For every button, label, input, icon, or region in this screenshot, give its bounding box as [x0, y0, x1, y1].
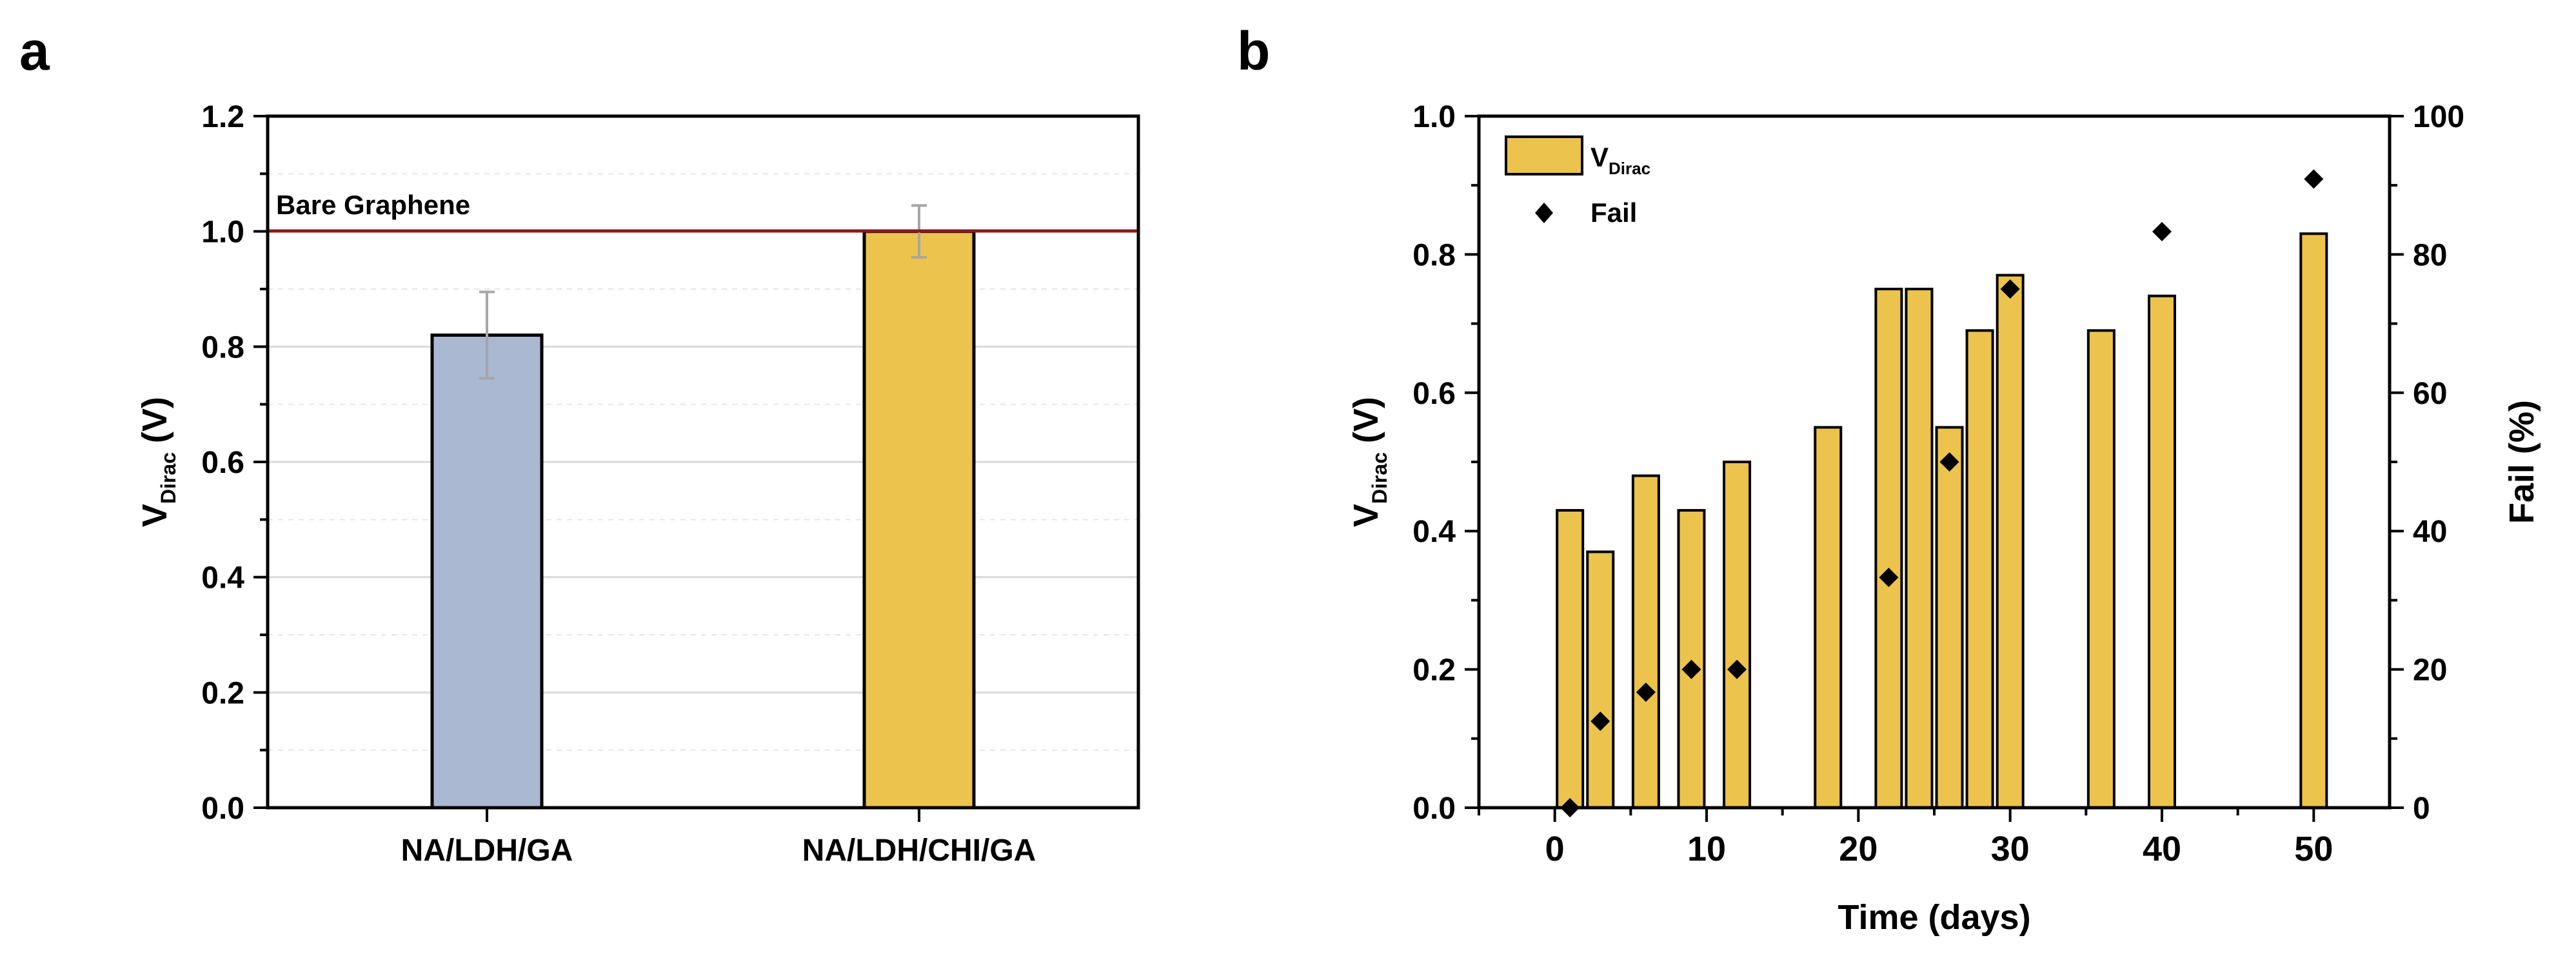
panel-a-bars: [430, 230, 976, 810]
panel-b-x-tick-label: 30: [1991, 830, 2030, 868]
panel-b-y-axis-title-main: V: [1347, 504, 1385, 527]
panel-b-y-tick-label: 1.0: [1412, 100, 1456, 134]
panel-b-vdirac-bar: [1935, 426, 1964, 809]
panel-b-x-tick-label: 0: [1545, 830, 1565, 868]
legend-vdirac-label: VDirac: [1590, 142, 1650, 178]
panel-b-vdirac-bar: [1677, 509, 1706, 809]
panel-b-x-axis-title: Time (days): [1838, 898, 2030, 937]
panel-b-y2-tick-label: 0: [2413, 792, 2430, 826]
panel-a-y-tick-label: 0.8: [201, 330, 244, 365]
panel-b-vdirac-bar: [1965, 329, 1994, 809]
panel-a-y-tick-label: 1.0: [201, 215, 244, 250]
legend-fail-label: Fail: [1590, 197, 1637, 228]
panel-b-y-axis-title-unit: (V): [1347, 397, 1385, 443]
panel-b-fail-diamond: [1681, 659, 1701, 679]
panel-b-fail-diamond: [2304, 169, 2324, 189]
bare-graphene-label: Bare Graphene: [276, 190, 470, 220]
panel-b-y2-tick-label: 80: [2413, 238, 2447, 272]
panel-b-right-y-axis-title: Fail (%): [2502, 400, 2541, 524]
panel-b-vdirac-bar: [1586, 550, 1615, 809]
panel-b-x-tick-label: 10: [1687, 830, 1726, 868]
panel-b-right-y-axis: 0 20 40 60 80 100: [2390, 100, 2464, 826]
panel-b-fail-diamond: [1727, 659, 1747, 679]
panel-b-vdirac-bar: [1631, 474, 1660, 809]
panel-b-fail-diamond: [1590, 712, 1610, 731]
panel-a-x-tick-label: NA/LDH/CHI/GA: [802, 834, 1036, 868]
panel-b-vdirac-bar: [1874, 288, 1903, 809]
panel-a-bar: [862, 230, 976, 810]
panel-b-legend: VDirac Fail: [1505, 135, 1650, 228]
panel-b-fail-diamond: [2152, 222, 2172, 242]
legend-vdirac-swatch: [1505, 135, 1583, 175]
panel-b-vdirac-bar: [1996, 274, 2025, 809]
panel-a-label: a: [19, 21, 50, 81]
panel-b-y-tick-label: 0.6: [1412, 377, 1456, 411]
panel-b-x-tick-label: 20: [1839, 830, 1878, 868]
panel-a-y-axis-title-main: V: [135, 504, 174, 527]
panel-a-x-tick-label: NA/LDH/GA: [401, 834, 573, 868]
panel-b-fail-diamond: [1636, 682, 1656, 702]
panel-b-y-axis-title-sub: Dirac: [1368, 452, 1391, 504]
panel-b-x-tick-label: 50: [2294, 830, 2333, 868]
panel-b-fail-points: [1560, 169, 2324, 817]
panel-b-y-tick-label: 0.8: [1412, 238, 1456, 272]
panel-a-y-tick-label: 1.2: [201, 100, 244, 134]
panel-a-y-axis-title: VDirac (V): [135, 397, 180, 527]
panel-b-left-y-axis: 0.0 0.2 0.4 0.6 0.8 1.0: [1412, 100, 1479, 826]
panel-b-fail-diamond: [2000, 279, 2020, 299]
panel-b-left-y-axis-title: VDirac (V): [1347, 397, 1391, 527]
panel-b-vdirac-bar: [1556, 509, 1585, 809]
panel-a-y-tick-label: 0.0: [201, 792, 244, 826]
legend-vdirac-sub: Dirac: [1609, 159, 1650, 178]
panel-a-y-axis-title-sub: Dirac: [157, 452, 180, 504]
panel-a-y-axis-title-unit: (V): [135, 397, 174, 443]
panel-b-y2-tick-label: 40: [2413, 515, 2447, 549]
panel-b-bars: [1556, 232, 2328, 810]
panel-a-x-axis: NA/LDH/GA NA/LDH/CHI/GA: [401, 808, 1036, 868]
panel-a-y-tick-label: 0.4: [201, 561, 244, 595]
panel-a-y-tick-label: 0.6: [201, 446, 244, 480]
legend-vdirac-main: V: [1590, 142, 1609, 172]
panel-b-y2-tick-label: 60: [2413, 377, 2447, 411]
panel-b-y2-tick-label: 20: [2413, 654, 2447, 688]
legend-fail-diamond-marker: [1535, 203, 1553, 223]
panel-b-vdirac-bar: [1723, 461, 1752, 809]
panel-b-label: b: [1237, 21, 1270, 81]
panel-b-y-tick-label: 0.2: [1412, 654, 1456, 688]
panel-b-vdirac-bar: [2299, 232, 2328, 809]
panel-b-fail-diamond: [1879, 568, 1899, 588]
panel-a-y-axis: 0.0 0.2 0.4 0.6 0.8 1.0 1.2: [201, 100, 268, 826]
panel-b-vdirac-bar: [1905, 288, 1934, 809]
panel-b-vdirac-bar: [2148, 294, 2176, 810]
panel-b-vdirac-bar: [1814, 426, 1843, 809]
panel-a-y-tick-label: 0.2: [201, 676, 244, 710]
panel-b-y-tick-label: 0.0: [1412, 792, 1456, 826]
panel-b-x-tick-label: 40: [2143, 830, 2181, 868]
panel-a-bar: [430, 333, 544, 810]
panel-b-fail-diamond: [1939, 452, 1959, 472]
panel-b-vdirac-bar: [2086, 329, 2115, 809]
panel-b-x-axis: 0 10 20 30 40 50: [1478, 808, 2333, 868]
panel-b-y2-tick-label: 100: [2413, 100, 2464, 134]
panel-b-y-tick-label: 0.4: [1412, 515, 1456, 549]
